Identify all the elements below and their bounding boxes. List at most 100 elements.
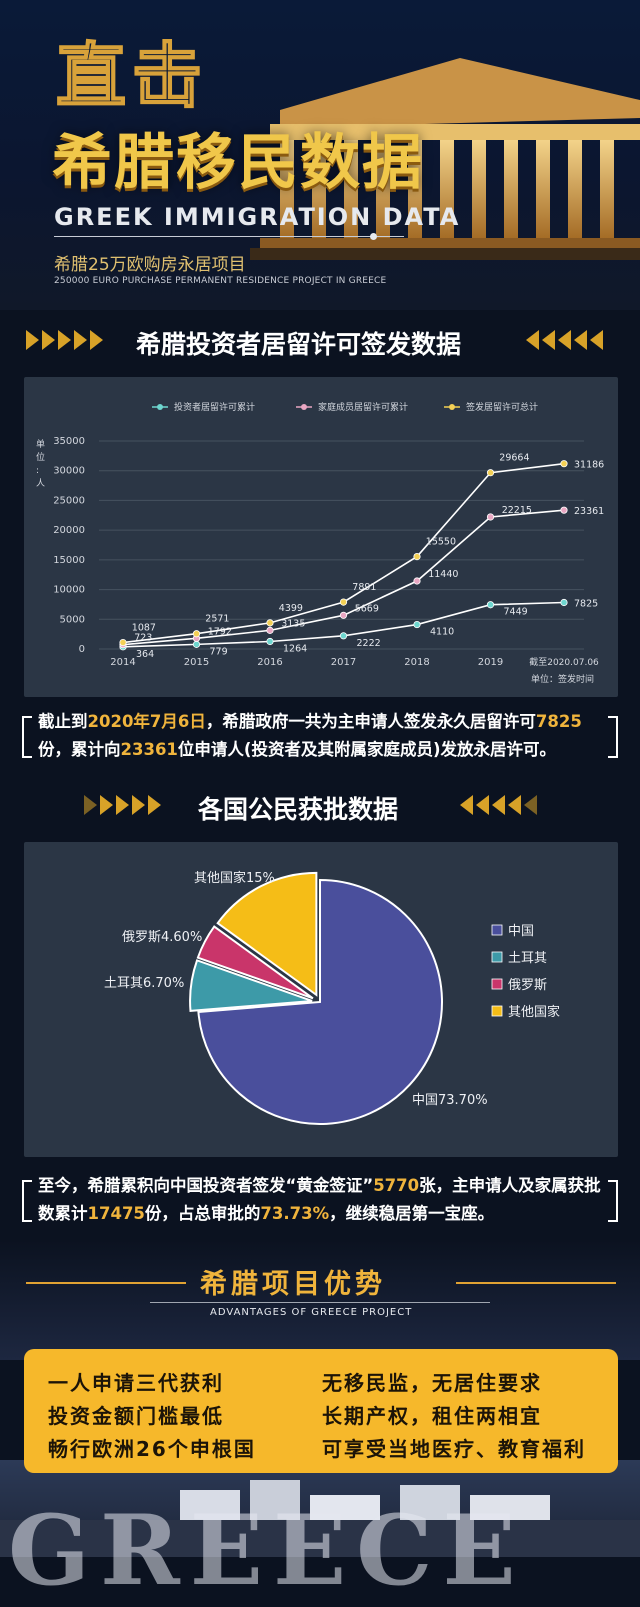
note1-part1: 截止到 (38, 712, 88, 731)
santorini-scene (0, 1460, 640, 1557)
data-label: 7891 (352, 582, 376, 593)
note1-number1: 7825 (535, 712, 582, 731)
hero-subtitle-cn: 希腊25万欧购房永居项目 (54, 255, 246, 275)
y-tick-label: 20000 (53, 525, 85, 536)
data-label: 5669 (355, 603, 379, 614)
hero-divider-dot (370, 233, 377, 240)
y-tick-label: 25000 (53, 495, 85, 506)
data-label: 779 (210, 646, 228, 657)
note2-number2: 17475 (87, 1204, 145, 1223)
hero-title-english: GREEK IMMIGRATION DATA (54, 203, 461, 231)
advantage-item: 无移民监，无居住要求 (322, 1371, 542, 1395)
note1-date: 2020年7月6日 (87, 712, 206, 731)
data-point (413, 577, 421, 585)
data-label: 1264 (283, 643, 307, 654)
data-label: 15550 (426, 537, 456, 548)
data-label: 3135 (281, 618, 305, 629)
section2-right-arrows (460, 795, 537, 815)
data-point (413, 620, 421, 629)
data-point (560, 598, 568, 607)
slice-label: 其他国家15% (194, 870, 275, 886)
data-point (192, 630, 201, 638)
note1-part4: 位申请人(投资者及其附属家庭成员)发放永居许可。 (177, 740, 556, 759)
data-label: 31186 (574, 460, 604, 471)
section1-left-arrows (26, 330, 103, 350)
note2-part3: 份，占总审批的 (144, 1204, 261, 1223)
data-label: 11440 (428, 569, 458, 580)
legend-label: 中国 (508, 924, 534, 939)
hero-divider (54, 236, 404, 237)
section1-right-arrows (526, 330, 603, 350)
data-point (560, 506, 568, 514)
y-tick-label: 0 (79, 644, 85, 655)
pie-chart-panel: 中国73.70% 土耳其6.70% 俄罗斯4.60% 其他国家15% 中国 土耳其 俄罗斯其… (24, 842, 618, 1157)
advantage-item: 畅行欧洲26个申根国 (48, 1437, 256, 1461)
x-tick-label: 2015 (184, 657, 209, 668)
data-point (413, 552, 421, 561)
note1-left-bracket (22, 716, 32, 758)
legend-label: 其他国家 (508, 1004, 560, 1020)
x-axis-title: 单位：签发时间 (531, 673, 594, 685)
section3-subtitle-line (150, 1302, 490, 1303)
legend-swatch (491, 951, 503, 963)
x-tick-label: 2019 (478, 657, 503, 668)
y-axis-label: 人 (36, 478, 45, 489)
legend-swatch (491, 978, 503, 990)
data-point (339, 598, 348, 606)
data-point (266, 619, 274, 627)
data-point (486, 601, 495, 609)
data-point (266, 637, 274, 646)
note2-number1: 5770 (373, 1176, 420, 1195)
parthenon-illustration (250, 58, 640, 260)
data-label: 2571 (205, 614, 229, 625)
data-label: 4399 (279, 603, 303, 614)
data-label: 4110 (430, 627, 454, 638)
section3-right-line (456, 1282, 616, 1284)
note1-part3: 份，累计向 (38, 740, 121, 759)
data-label: 7825 (574, 598, 598, 609)
legend-swatch (491, 1005, 503, 1017)
y-axis-label: 单 (36, 438, 45, 450)
slice-label: 俄罗斯4.60% (122, 930, 202, 945)
note2-right-bracket (608, 1180, 618, 1222)
hero-title-line2: 希腊移民数据 (52, 128, 424, 198)
data-point (192, 640, 201, 648)
legend-label: 家庭成员居留许可累计 (318, 401, 408, 413)
data-point (339, 632, 348, 640)
data-label: 364 (136, 649, 154, 660)
note2-part1: 至今，希腊累积向中国投资者签发“黄金签证” (38, 1176, 374, 1195)
advantages-box: 一人申请三代获利 无移民监，无居住要求 投资金额门槛最低 长期产权，租住两相宜 … (24, 1349, 618, 1473)
y-tick-label: 15000 (53, 555, 85, 566)
data-label: 22215 (502, 505, 532, 516)
pie-slice (196, 925, 314, 1000)
section2-left-arrows (84, 795, 161, 815)
pie-chart: 中国73.70% 土耳其6.70% 俄罗斯4.60% 其他国家15% 中国土耳其俄罗斯其… (104, 870, 560, 1125)
section2-title: 各国公民获批数据 (198, 795, 399, 824)
x-tick-label: 截至2020.07.06 (529, 656, 599, 668)
y-tick-label: 5000 (60, 614, 85, 625)
section1-title: 希腊投资者居留许可签发数据 (136, 330, 462, 359)
section3-background (0, 1240, 640, 1360)
note2-number3: 73.73% (260, 1204, 330, 1223)
advantage-item: 长期产权，租住两相宜 (322, 1404, 542, 1428)
y-tick-label: 30000 (53, 466, 85, 477)
hero-subtitle-en: 250000 EURO PURCHASE PERMANENT RESIDENCE… (54, 276, 387, 286)
section3-title: 希腊项目优势 (200, 1269, 386, 1300)
line-chart: 35000 30000 25000 20000 15000 10000 5000 0 单位: 人 2… (36, 401, 604, 685)
advantage-item: 可享受当地医疗、教育福利 (322, 1437, 586, 1461)
legend-marker (157, 404, 163, 410)
note1-part2: ，希腊政府一共为主申请人签发永久居留许可 (205, 712, 536, 731)
series-line (122, 601, 565, 648)
data-point (486, 513, 495, 521)
x-tick-label: 2014 (110, 657, 135, 668)
legend-marker (301, 404, 307, 410)
data-point (339, 611, 348, 619)
note1-number2: 23361 (120, 740, 178, 759)
x-tick-label: 2016 (257, 657, 282, 668)
data-label: 2222 (357, 638, 381, 649)
note2-text: 至今，希腊累积向中国投资者签发“黄金签证”5770张，主申请人及家属获批数累计1… (38, 1172, 608, 1228)
santorini-houses (0, 1480, 640, 1557)
data-point (266, 626, 274, 634)
pie-slice (216, 871, 318, 997)
x-tick-label: 2018 (404, 657, 429, 668)
